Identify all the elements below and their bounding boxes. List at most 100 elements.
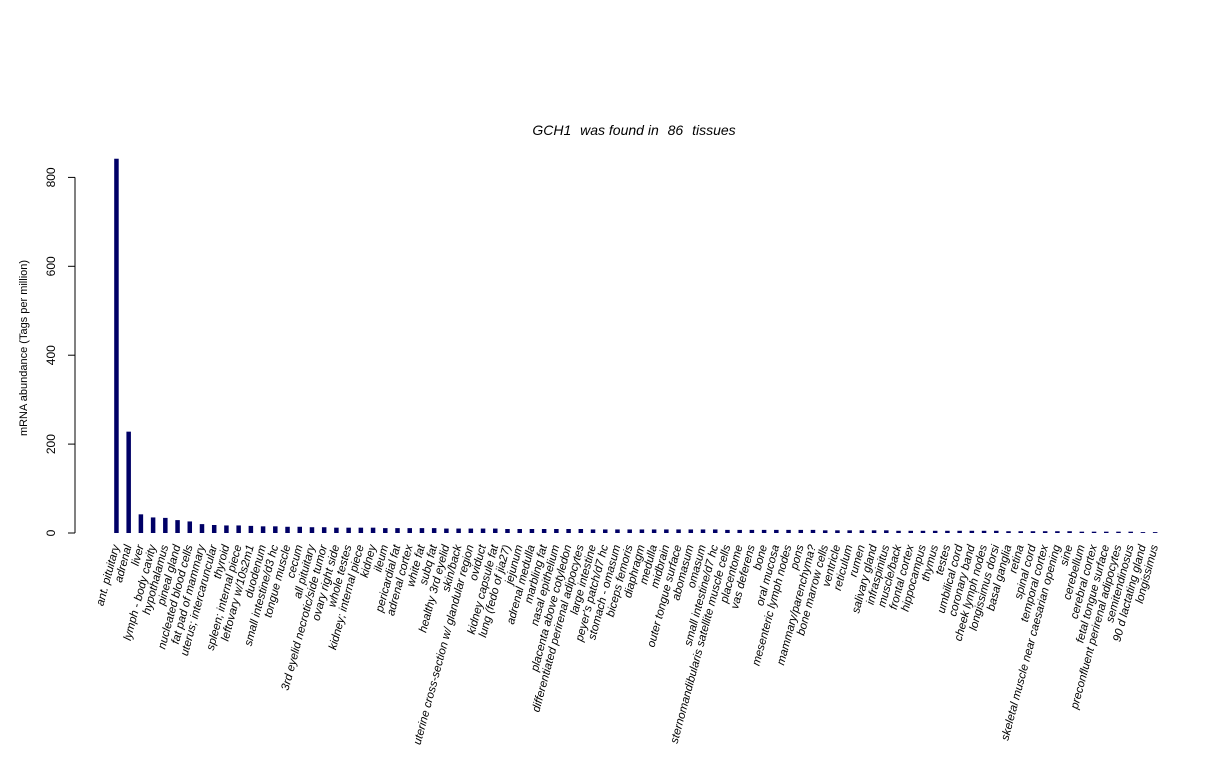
bar-2 xyxy=(138,514,144,533)
bar-74 xyxy=(1018,531,1023,533)
bar-76 xyxy=(1042,531,1048,533)
bar-18 xyxy=(334,527,339,533)
bar-28 xyxy=(456,528,461,533)
bar-70 xyxy=(969,530,975,533)
bar-71 xyxy=(981,530,987,533)
title-found-in: was found in xyxy=(580,122,659,138)
bar-52 xyxy=(749,529,755,533)
bar-43 xyxy=(639,529,645,533)
bar-12 xyxy=(260,526,266,533)
bar-6 xyxy=(187,521,193,533)
x-tick-label: sine xyxy=(1058,544,1075,567)
y-tick-label: 400 xyxy=(44,345,58,365)
bar-9 xyxy=(224,525,229,533)
x-tick-label: liver xyxy=(130,543,147,568)
bar-64 xyxy=(896,530,901,533)
title-tissues: tissues xyxy=(692,122,736,138)
bar-35 xyxy=(541,529,547,533)
bar-5 xyxy=(175,520,180,533)
bar-19 xyxy=(346,527,351,533)
bar-50 xyxy=(725,529,730,533)
bar-20 xyxy=(358,527,364,533)
y-tick-label: 600 xyxy=(44,256,58,276)
bar-83 xyxy=(1128,531,1133,533)
bar-69 xyxy=(957,530,962,533)
bar-21 xyxy=(370,527,376,533)
bar-27 xyxy=(444,528,449,533)
bar-8 xyxy=(211,525,217,533)
bar-4 xyxy=(163,517,168,533)
bar-37 xyxy=(566,529,571,533)
bar-13 xyxy=(273,526,278,533)
bar-3 xyxy=(150,517,156,533)
bar-79 xyxy=(1079,531,1085,533)
bar-45 xyxy=(664,529,669,533)
bars xyxy=(114,158,1158,534)
bar-10 xyxy=(236,525,241,533)
bar-67 xyxy=(932,530,938,533)
bar-63 xyxy=(884,530,889,533)
bar-60 xyxy=(847,530,852,533)
bar-36 xyxy=(554,529,559,533)
bar-41 xyxy=(615,529,620,533)
bar-62 xyxy=(871,530,877,533)
y-tick-label: 800 xyxy=(44,167,58,187)
bar-56 xyxy=(798,529,804,533)
bar-65 xyxy=(908,530,913,533)
bar-30 xyxy=(480,528,486,533)
bar-39 xyxy=(590,529,596,533)
bar-59 xyxy=(835,530,840,533)
bar-7 xyxy=(199,524,205,533)
bar-85 xyxy=(1152,532,1158,533)
bar-54 xyxy=(774,529,779,533)
bar-1 xyxy=(126,431,131,533)
bar-0 xyxy=(114,158,119,534)
bar-73 xyxy=(1006,531,1011,533)
bar-29 xyxy=(468,528,474,533)
bar-22 xyxy=(383,528,388,533)
bar-51 xyxy=(737,529,742,533)
y-axis-label: mRNA abundance (Tags per million) xyxy=(18,260,30,436)
bar-33 xyxy=(517,529,522,533)
title-count: 86 xyxy=(668,122,684,138)
bar-75 xyxy=(1030,531,1036,533)
y-tick-label: 200 xyxy=(44,434,58,454)
bar-80 xyxy=(1091,531,1097,533)
chart-title: GCH1 was found in 86 tissues xyxy=(532,122,735,138)
bar-47 xyxy=(688,529,694,533)
bar-44 xyxy=(651,529,657,533)
bar-84 xyxy=(1140,532,1146,533)
bar-15 xyxy=(297,526,302,533)
bar-78 xyxy=(1067,531,1072,533)
bar-82 xyxy=(1116,531,1121,533)
bar-26 xyxy=(431,528,437,533)
title-gene: GCH1 xyxy=(532,122,571,138)
bar-11 xyxy=(248,525,254,533)
bar-40 xyxy=(603,529,608,533)
bar-77 xyxy=(1055,531,1060,533)
bar-55 xyxy=(786,529,791,533)
bar-48 xyxy=(700,529,706,533)
y-axis: 0 200 400 600 800 xyxy=(44,167,76,536)
bar-42 xyxy=(627,529,632,533)
bar-32 xyxy=(505,529,510,533)
bar-81 xyxy=(1104,531,1109,533)
bar-68 xyxy=(945,530,950,533)
bar-58 xyxy=(822,530,828,533)
bar-66 xyxy=(920,530,926,533)
bar-57 xyxy=(810,529,816,533)
bar-14 xyxy=(285,526,290,533)
bar-49 xyxy=(712,529,718,533)
bar-72 xyxy=(994,530,999,533)
bar-46 xyxy=(676,529,681,533)
bar-16 xyxy=(309,527,315,533)
bar-31 xyxy=(493,528,498,533)
y-tick-label: 0 xyxy=(44,529,58,536)
bar-53 xyxy=(761,529,767,533)
bar-25 xyxy=(419,528,425,533)
bar-17 xyxy=(321,527,327,533)
bar-24 xyxy=(407,528,412,533)
bar-34 xyxy=(529,529,535,533)
